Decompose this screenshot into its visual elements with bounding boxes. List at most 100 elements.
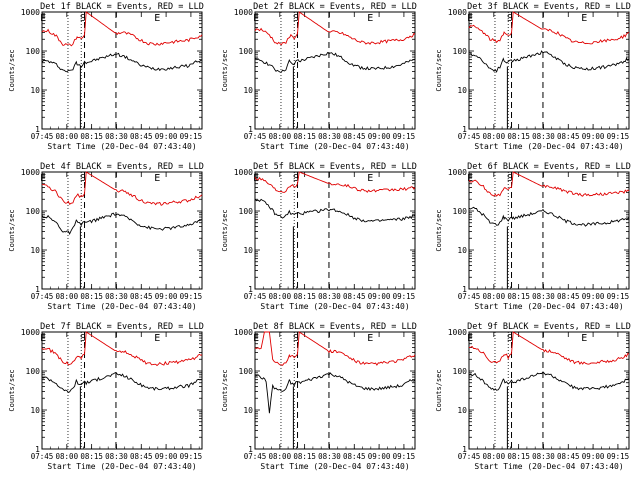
y-axis-label: Counts/sec (221, 369, 229, 411)
chart-title: Det 3f BLACK = Events, RED = LLD (467, 2, 631, 12)
x-tick-label: 08:30 (532, 452, 555, 461)
y-tick-label: 100 (453, 367, 468, 376)
chart-panel-9: Det 9f BLACK = Events, RED = LLD 1 10 100 10… (435, 322, 631, 471)
plot-frame (41, 331, 203, 450)
x-axis-label: Start Time (20-Dec-04 07:43:40) (47, 302, 196, 311)
x-tick-label: 07:45 (31, 292, 54, 301)
x-axis-label: Start Time (20-Dec-04 07:43:40) (47, 142, 196, 151)
y-tick-label: 1000 (448, 8, 467, 17)
x-tick-label: 07:45 (31, 452, 54, 461)
y-axis-label: Counts/sec (435, 369, 443, 411)
x-tick-label: 08:30 (532, 292, 555, 301)
series-line-lld (41, 171, 203, 206)
x-tick-label: 07:45 (458, 132, 481, 141)
marker-letter: E (367, 333, 373, 344)
marker-letter: E (154, 173, 160, 184)
x-tick-label: 09:15 (393, 452, 416, 461)
series-line-lld (254, 331, 416, 366)
y-tick-label: 10 (457, 246, 467, 255)
x-tick-label: 09:15 (607, 452, 630, 461)
x-tick-label: 08:15 (293, 452, 316, 461)
chart-title: Det 8f BLACK = Events, RED = LLD (253, 322, 417, 332)
chart-panel-7: Det 7f BLACK = Events, RED = LLD 1 10 100 10… (8, 322, 204, 471)
x-tick-label: 07:45 (458, 452, 481, 461)
y-tick-label: 1000 (21, 168, 40, 177)
marker-letter: E (40, 13, 46, 24)
y-tick-label: 1000 (21, 328, 40, 337)
y-tick-label: 100 (453, 47, 468, 56)
chart-panel-3: Det 3f BLACK = Events, RED = LLD 1 10 100 10… (435, 2, 631, 151)
x-tick-label: 08:00 (483, 292, 506, 301)
x-axis-label: Start Time (20-Dec-04 07:43:40) (260, 142, 409, 151)
x-tick-label: 07:45 (458, 292, 481, 301)
x-tick-label: 07:45 (244, 132, 267, 141)
x-axis-label: Start Time (20-Dec-04 07:43:40) (260, 462, 409, 471)
y-tick-label: 10 (30, 406, 40, 415)
x-tick-label: 08:15 (293, 292, 316, 301)
plot-frame (468, 11, 630, 130)
y-tick-label: 10 (243, 246, 253, 255)
x-tick-label: 09:15 (607, 292, 630, 301)
series-line-events (41, 52, 203, 73)
marker-letter: S (80, 333, 86, 344)
y-tick-label: 1 (35, 125, 40, 134)
chart-panel-1: Det 1f BLACK = Events, RED = LLD 1 10 100 10… (8, 2, 204, 151)
marker-letter: E (40, 173, 46, 184)
marker-letter: E (467, 173, 473, 184)
x-tick-label: 09:00 (368, 452, 391, 461)
y-tick-label: 1 (35, 285, 40, 294)
marker-letter: E (581, 333, 587, 344)
y-tick-label: 1000 (21, 8, 40, 17)
series-line-events (254, 51, 416, 73)
marker-letter: E (154, 333, 160, 344)
x-tick-label: 09:00 (582, 292, 605, 301)
x-tick-label: 08:45 (343, 452, 366, 461)
y-tick-label: 1000 (234, 328, 253, 337)
series-line-lld (41, 331, 203, 367)
plot-frame (254, 331, 416, 450)
x-tick-label: 08:15 (507, 452, 530, 461)
x-tick-label: 08:00 (56, 292, 79, 301)
x-tick-label: 08:30 (105, 452, 128, 461)
plot-frame (41, 11, 203, 130)
x-tick-label: 09:00 (582, 452, 605, 461)
series-line-events (468, 50, 630, 73)
y-tick-label: 1000 (448, 328, 467, 337)
x-tick-label: 08:15 (507, 292, 530, 301)
x-tick-label: 08:30 (318, 292, 341, 301)
y-tick-label: 1 (462, 445, 467, 454)
x-tick-label: 09:15 (393, 292, 416, 301)
y-axis-label: Counts/sec (221, 209, 229, 251)
marker-letter: E (581, 173, 587, 184)
series-line-events (468, 206, 630, 227)
x-axis-label: Start Time (20-Dec-04 07:43:40) (474, 142, 623, 151)
marker-letter: S (80, 173, 86, 184)
y-axis-label: Counts/sec (435, 209, 443, 251)
y-tick-label: 10 (457, 406, 467, 415)
x-tick-label: 09:00 (155, 452, 178, 461)
x-tick-label: 08:00 (269, 292, 292, 301)
y-tick-label: 1 (248, 125, 253, 134)
y-axis-label: Counts/sec (435, 49, 443, 91)
x-tick-label: 08:00 (269, 132, 292, 141)
x-tick-label: 09:15 (180, 132, 203, 141)
x-tick-label: 08:00 (483, 452, 506, 461)
x-tick-label: 08:30 (105, 132, 128, 141)
y-tick-label: 100 (26, 47, 41, 56)
chart-title: Det 9f BLACK = Events, RED = LLD (467, 322, 631, 332)
series-line-lld (468, 171, 630, 197)
x-tick-label: 07:45 (31, 132, 54, 141)
plot-frame (468, 171, 630, 290)
marker-letter: S (293, 13, 299, 24)
chart-panel-6: Det 6f BLACK = Events, RED = LLD 1 10 100 10… (435, 162, 631, 311)
x-tick-label: 08:15 (80, 292, 103, 301)
x-axis-label: Start Time (20-Dec-04 07:43:40) (47, 462, 196, 471)
marker-letter: E (367, 13, 373, 24)
y-tick-label: 1 (462, 285, 467, 294)
x-tick-label: 09:00 (582, 132, 605, 141)
y-tick-label: 1 (248, 285, 253, 294)
x-tick-label: 07:45 (244, 292, 267, 301)
x-tick-label: 08:15 (80, 452, 103, 461)
x-tick-label: 07:45 (244, 452, 267, 461)
y-tick-label: 1 (35, 445, 40, 454)
